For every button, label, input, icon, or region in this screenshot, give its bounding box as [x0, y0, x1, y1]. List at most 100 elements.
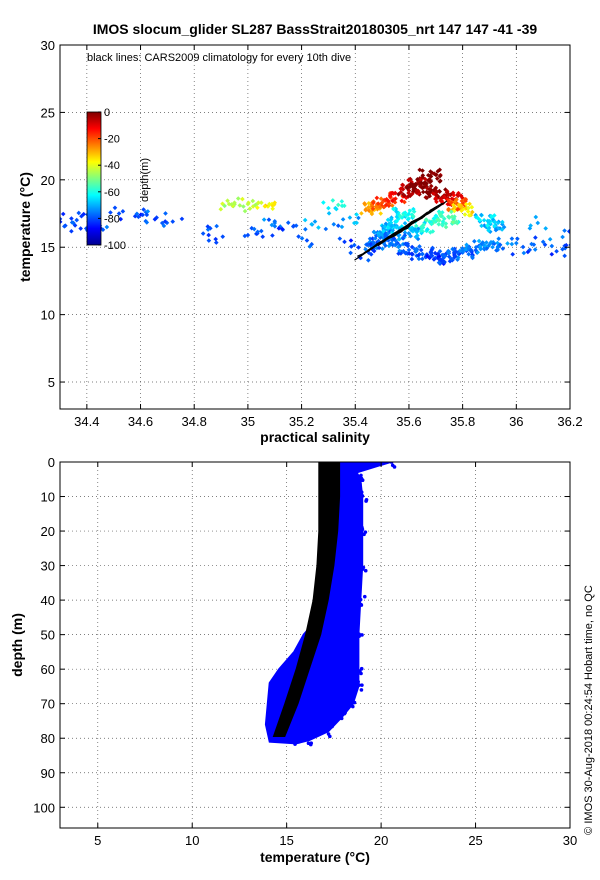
- ts-data-point: [272, 223, 278, 229]
- ts-data-point: [389, 223, 394, 229]
- ts-data-point: [492, 223, 497, 229]
- ts-data-point: [260, 234, 266, 240]
- ts-data-point: [390, 190, 395, 196]
- ts-data-point: [428, 178, 434, 184]
- profile-x-tick-label: 20: [374, 833, 388, 848]
- ts-data-point: [540, 239, 546, 245]
- ts-data-point: [432, 250, 438, 256]
- ts-data-point: [378, 196, 384, 202]
- ts-data-point: [409, 228, 414, 233]
- ts-data-point: [454, 219, 459, 225]
- ts-data-point: [369, 211, 375, 217]
- ts-data-point: [348, 244, 354, 249]
- ts-data-point: [382, 227, 387, 233]
- ts-data-point: [213, 236, 218, 242]
- ts-data-point: [422, 176, 428, 182]
- ts-data-point: [423, 218, 429, 223]
- ts-data-point: [60, 219, 63, 225]
- ts-y-tick-label: 20: [41, 173, 55, 188]
- ts-data-point: [398, 186, 404, 192]
- glider-profile-point: [359, 490, 364, 495]
- ts-data-point: [453, 253, 458, 259]
- ts-data-point: [452, 205, 458, 210]
- glider-profile-point: [360, 683, 364, 687]
- ts-data-point: [386, 225, 392, 230]
- colorbar-tick-label: -40: [104, 160, 120, 172]
- ts-data-point: [446, 198, 452, 204]
- ts-data-point: [381, 204, 387, 210]
- ts-data-point: [484, 224, 489, 230]
- ts-data-point: [240, 196, 245, 202]
- profile-y-tick-label: 80: [41, 731, 55, 746]
- colorbar-label: depth(m): [139, 158, 151, 202]
- ts-data-point: [397, 213, 403, 219]
- ts-data-point: [394, 214, 400, 220]
- ts-data-point: [428, 169, 433, 174]
- ts-data-point: [410, 189, 416, 194]
- ts-data-point: [330, 198, 336, 203]
- colorbar-ticks: 0 -20 -40 -60 -80 -100: [98, 107, 126, 252]
- ts-data-point: [528, 223, 533, 228]
- ts-data-point: [438, 257, 443, 262]
- ts-data-point: [251, 226, 257, 232]
- ts-data-point: [374, 195, 380, 201]
- ts-data-point: [409, 244, 415, 250]
- ts-data-point: [417, 244, 422, 249]
- ts-data-point: [366, 204, 371, 210]
- ts-data-point: [375, 206, 380, 212]
- ts-data-point: [406, 190, 411, 196]
- ts-data-point: [316, 225, 321, 230]
- colorbar-tick-label: -100: [104, 240, 126, 252]
- ts-data-point: [456, 190, 461, 196]
- ts-data-point: [120, 209, 126, 214]
- ts-data-point: [303, 226, 308, 232]
- ts-data-point: [390, 237, 395, 243]
- ts-data-point: [247, 206, 253, 211]
- ts-data-point: [560, 234, 565, 240]
- credit-footer: © IMOS 30-Aug-2018 00:24:54 Hobart time,…: [583, 585, 595, 835]
- ts-data-point: [69, 228, 74, 234]
- ts-data-point: [400, 182, 405, 188]
- ts-data-point: [525, 249, 531, 255]
- ts-data-point: [449, 214, 455, 219]
- ts-x-tick-label: 35.2: [289, 414, 314, 429]
- ts-data-point: [484, 240, 489, 245]
- ts-data-point: [532, 247, 538, 252]
- profile-ticks: 5 10 15 20 25 30 0 10 20 30 40 50 60 70 80 90 100: [33, 455, 577, 848]
- ts-data-point: [431, 257, 437, 262]
- ts-data-point: [388, 229, 393, 234]
- ts-data-point: [440, 222, 445, 228]
- ts-data-point: [420, 251, 425, 257]
- ts-data-point: [411, 209, 417, 214]
- ts-data-point: [449, 256, 454, 262]
- ts-data-point: [389, 229, 395, 235]
- ts-data-point: [370, 206, 376, 212]
- ts-data-point: [387, 201, 392, 206]
- ts-data-point: [385, 231, 391, 236]
- ts-data-point: [405, 217, 411, 222]
- ts-data-point: [253, 202, 258, 208]
- ts-data-point: [372, 230, 377, 235]
- ts-data-point: [249, 225, 255, 231]
- profile-x-tick-label: 5: [94, 833, 101, 848]
- ts-data-point: [326, 211, 332, 216]
- ts-data-point: [256, 200, 261, 206]
- ts-data-point: [179, 216, 185, 222]
- glider-profile-point: [356, 680, 360, 684]
- glider-profile-point: [328, 734, 332, 739]
- ts-data-point: [383, 243, 388, 248]
- ts-data-point: [475, 215, 481, 221]
- ts-data-point: [395, 211, 401, 217]
- glider-profile-point: [361, 565, 366, 570]
- ts-data-point: [293, 223, 299, 228]
- ts-data-point: [418, 177, 423, 183]
- glider-profile-point: [359, 688, 364, 692]
- ts-data-point: [411, 214, 416, 219]
- ts-data-point: [492, 213, 497, 218]
- ts-data-point: [469, 204, 475, 210]
- ts-data-point: [473, 244, 479, 250]
- glider-profile-point: [357, 668, 361, 673]
- ts-data-point: [409, 212, 415, 217]
- ts-data-point: [402, 233, 408, 238]
- ts-data-point: [514, 240, 519, 246]
